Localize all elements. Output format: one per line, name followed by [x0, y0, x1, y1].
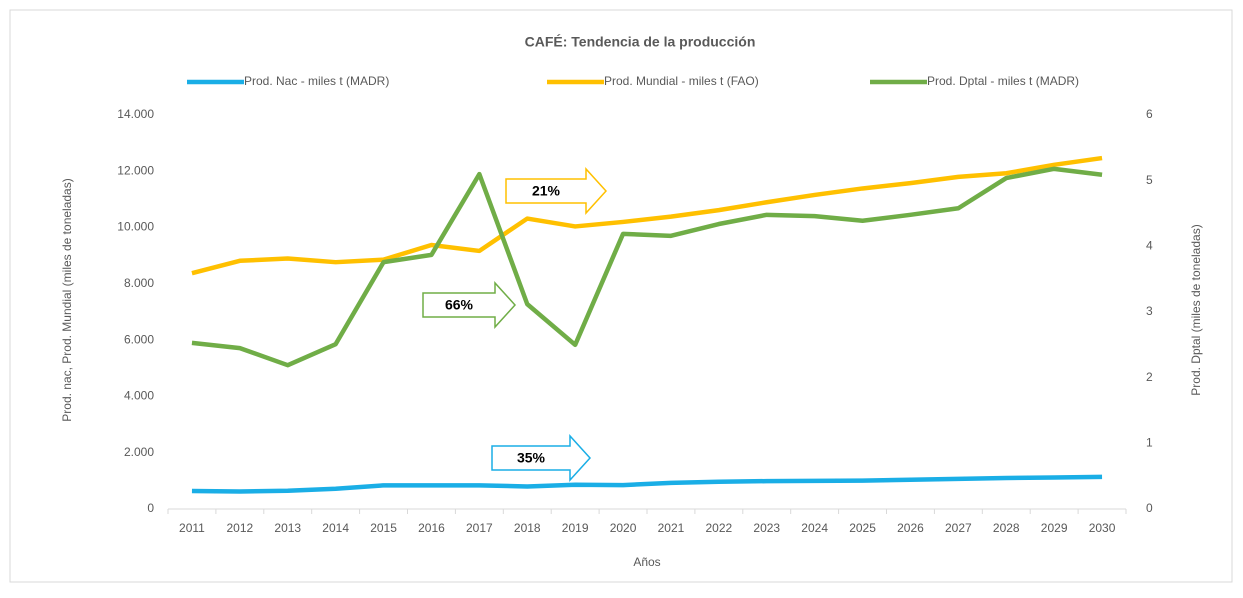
x-tick-label: 2014	[322, 521, 349, 535]
series-line	[191, 155, 1103, 276]
x-tick-label: 2026	[897, 521, 924, 535]
x-tick-label: 2021	[658, 521, 685, 535]
annotation-arrow	[491, 434, 592, 482]
annotation-text: 35%	[517, 450, 546, 466]
annotation-arrow	[422, 281, 517, 329]
y-tick-label: 4.000	[124, 389, 154, 403]
x-tick-label: 2023	[753, 521, 780, 535]
legend-label: Prod. Nac - miles t (MADR)	[244, 74, 389, 88]
y2-tick-label: 4	[1146, 239, 1153, 253]
y2-tick-label: 6	[1146, 107, 1153, 121]
chart-border	[9, 9, 1233, 583]
x-tick-label: 2013	[274, 521, 301, 535]
y-tick-label: 0	[147, 501, 154, 515]
x-tick-label: 2015	[370, 521, 397, 535]
x-tick-label: 2019	[562, 521, 589, 535]
legend-label: Prod. Mundial - miles t (FAO)	[604, 74, 759, 88]
legend-label: Prod. Dptal - miles t (MADR)	[927, 74, 1079, 88]
x-tick-label: 2029	[1041, 521, 1068, 535]
series-line	[191, 166, 1103, 368]
x-tick-label: 2027	[945, 521, 972, 535]
y-tick-label: 12.000	[117, 163, 154, 177]
x-tick-label: 2012	[226, 521, 253, 535]
y2-axis-label: Prod. Dptal (miles de toneladas)	[1189, 224, 1203, 395]
y2-tick-label: 5	[1146, 173, 1153, 187]
y2-tick-label: 0	[1146, 501, 1153, 515]
x-tick-label: 2024	[801, 521, 828, 535]
y-tick-label: 6.000	[124, 332, 154, 346]
x-tick-label: 2020	[610, 521, 637, 535]
y-tick-label: 10.000	[117, 220, 154, 234]
y2-tick-label: 1	[1146, 436, 1153, 450]
y2-tick-label: 2	[1146, 370, 1153, 384]
series-line	[191, 474, 1103, 494]
y-tick-label: 14.000	[117, 107, 154, 121]
y-tick-label: 8.000	[124, 276, 154, 290]
y-axis-label: Prod. nac, Prod. Mundial (miles de tonel…	[60, 178, 74, 421]
x-tick-label: 2011	[179, 521, 205, 535]
x-tick-label: 2028	[993, 521, 1020, 535]
x-tick-label: 2022	[705, 521, 732, 535]
annotation-text: 21%	[532, 183, 561, 199]
x-tick-label: 2025	[849, 521, 876, 535]
x-tick-label: 2016	[418, 521, 445, 535]
y-tick-label: 2.000	[124, 445, 154, 459]
x-tick-label: 2018	[514, 521, 541, 535]
annotation-text: 66%	[445, 297, 474, 313]
y2-tick-label: 3	[1146, 304, 1153, 318]
x-axis-label: Años	[633, 555, 660, 569]
x-tick-label: 2017	[466, 521, 493, 535]
annotation-arrow	[505, 167, 608, 215]
chart-title: CAFÉ: Tendencia de la producción	[525, 34, 756, 50]
x-tick-label: 2030	[1089, 521, 1116, 535]
